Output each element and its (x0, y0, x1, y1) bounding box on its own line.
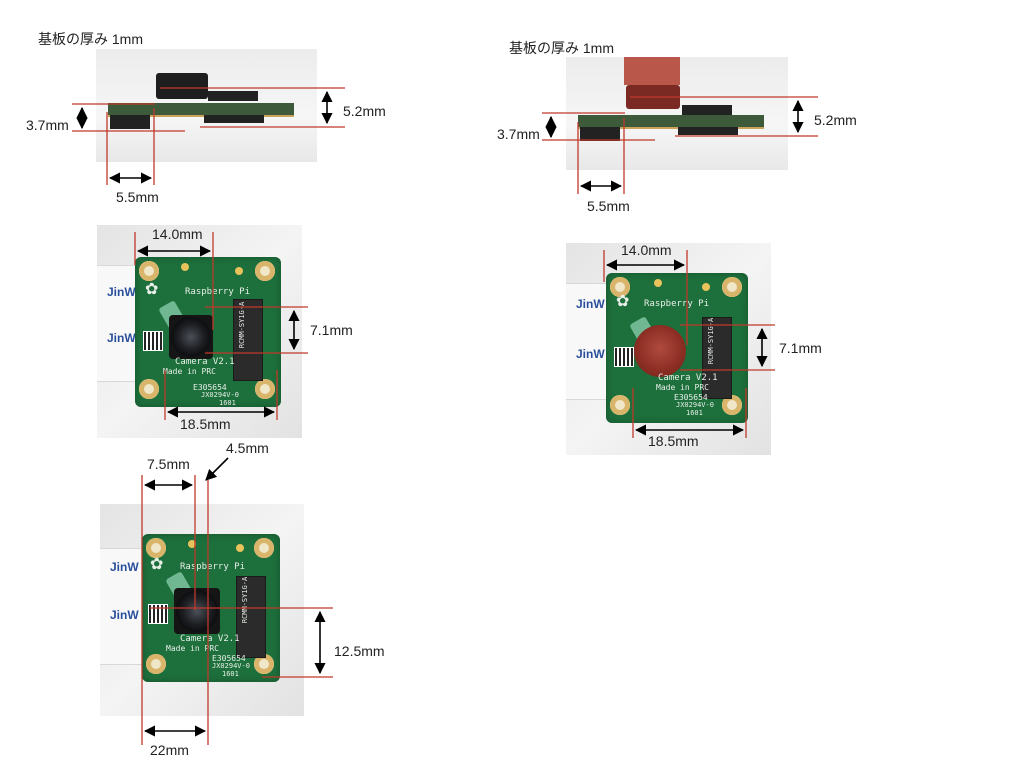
top-left-arrows (136, 245, 300, 418)
top-right-mount-hole-bl (610, 395, 630, 415)
bottom-brand-text: Raspberry Pi (180, 562, 246, 572)
top-right-code2-text: JX0294V-0 (676, 401, 714, 409)
top-left-code1-text: E305654 (193, 383, 227, 392)
bottom-ribbon-connector (236, 576, 266, 658)
bottom-led (188, 540, 196, 548)
top-left-mount-hole-tr (255, 261, 275, 281)
bottom-left-label: 7.5mm (147, 456, 190, 472)
bottom-mount-hole-bl (146, 654, 166, 674)
top-right-arrows (605, 259, 768, 436)
top-right-model-text: Camera V2.1 (658, 373, 718, 383)
bottom-vertical-label: 12.5mm (334, 643, 385, 659)
top-right-mount-hole-tr (722, 277, 742, 297)
bottom-mount-hole-br (254, 654, 274, 674)
top-right-width-label: 14.0mm (621, 242, 672, 258)
top-left-mount-hole-bl (139, 379, 159, 399)
top-left-origin-text: Made in PRC (163, 367, 216, 376)
bottom-lens (176, 590, 218, 632)
side-left-lens (156, 73, 208, 99)
side-right-dimensions (542, 96, 818, 194)
side-left-dimensions (72, 87, 345, 185)
top-left-brand-text: Raspberry Pi (185, 287, 251, 297)
bottom-center-pointer-arrow (205, 457, 229, 481)
side-left-photo (96, 49, 317, 162)
raspberry-pi-logo-icon: ✿ (145, 281, 159, 298)
bottom-qr-code (148, 604, 168, 624)
bottom-led-2 (236, 544, 244, 552)
top-left-led (181, 263, 189, 271)
side-right-connector (580, 127, 620, 141)
top-right-brand-text: Raspberry Pi (644, 299, 710, 309)
top-left-lens-label: 7.1mm (310, 322, 353, 338)
bottom-mount-hole-tl (146, 538, 166, 558)
side-right-underside (678, 127, 738, 135)
side-left-underside (204, 115, 264, 123)
side-right-lens-cap (624, 57, 680, 85)
top-right-code3-text: 1601 (686, 409, 703, 417)
side-left-thickness-label: 基板の厚み 1mm (38, 31, 143, 47)
bottom-code2-text: JX0294V-0 (212, 662, 250, 670)
top-left-mount-hole-tl (139, 261, 159, 281)
side-right-offset-label: 5.5mm (587, 198, 630, 214)
top-right-board: ✿ Raspberry Pi RCMM-SY1G-A Camera V2.1 M… (606, 273, 748, 423)
bottom-photo: JinW JinW ✿ Raspberry Pi RCMM-SY1G-A Cam… (100, 504, 304, 716)
top-left-ribbon-text-2: JinW (107, 331, 136, 345)
top-left-bottom-label: 18.5mm (180, 416, 231, 432)
bottom-origin-text: Made in PRC (166, 644, 219, 653)
top-right-mount-hole-br (722, 395, 742, 415)
side-right-component (682, 105, 732, 115)
raspberry-pi-logo-icon: ✿ (150, 556, 164, 573)
side-right-photo (566, 57, 788, 170)
top-right-qr-code (614, 347, 634, 367)
bottom-mount-hole-tr (254, 538, 274, 558)
side-left-lower-label: 3.7mm (26, 117, 69, 133)
top-right-bottom-label: 18.5mm (648, 433, 699, 449)
bottom-ribbon-text-2: JinW (110, 608, 139, 622)
top-right-photo: JinW JinW ✿ Raspberry Pi RCMM-SY1G-A Cam… (566, 243, 771, 455)
top-left-code3-text: 1601 (219, 399, 236, 407)
top-left-mount-hole-br (255, 379, 275, 399)
top-right-code1-text: E305654 (674, 393, 708, 402)
bottom-model-text: Camera V2.1 (180, 634, 240, 644)
top-left-led-2 (235, 267, 243, 275)
top-right-lens-label: 7.1mm (779, 340, 822, 356)
bottom-center-label: 4.5mm (226, 440, 269, 456)
top-left-photo: JinW JinW ✿ Raspberry Pi RCMM-SY1G-A Cam… (97, 225, 302, 438)
top-right-origin-text: Made in PRC (656, 383, 709, 392)
side-left-arrows (76, 90, 333, 184)
top-left-dimensions (134, 232, 308, 420)
top-left-model-text: Camera V2.1 (175, 357, 235, 367)
top-right-ribbon-connector (702, 317, 732, 399)
top-right-led-2 (702, 283, 710, 291)
side-right-lower-label: 3.7mm (497, 126, 540, 142)
bottom-code3-text: 1601 (222, 670, 239, 678)
top-right-mount-hole-tl (610, 277, 630, 297)
top-left-qr-code (143, 331, 163, 351)
top-left-code2-text: JX0294V-0 (201, 391, 239, 399)
bottom-arrows (143, 457, 326, 737)
top-left-ribbon-text-1: JinW (107, 285, 136, 299)
side-left-component (208, 91, 258, 101)
bottom-ribbon-text-1: JinW (110, 560, 139, 574)
raspberry-pi-logo-icon: ✿ (616, 293, 630, 310)
top-right-dimensions (603, 250, 775, 438)
top-right-ribbon-text-2: JinW (576, 347, 605, 361)
bottom-width-label: 22mm (150, 742, 189, 758)
top-left-width-label: 14.0mm (152, 226, 203, 242)
side-left-offset-label: 5.5mm (116, 189, 159, 205)
side-right-height-label: 5.2mm (814, 112, 857, 128)
top-right-ribbon-text-1: JinW (576, 297, 605, 311)
side-right-thickness-label: 基板の厚み 1mm (509, 40, 614, 56)
side-right-arrows (545, 99, 804, 192)
top-left-board: ✿ Raspberry Pi RCMM-SY1G-A Camera V2.1 M… (135, 257, 281, 407)
bottom-dimensions (141, 475, 333, 745)
side-left-height-label: 5.2mm (343, 103, 386, 119)
bottom-code1-text: E305654 (212, 654, 246, 663)
top-left-lens (171, 317, 211, 357)
top-right-lens-cap (634, 325, 686, 377)
top-right-led (654, 279, 662, 287)
top-left-ribbon-connector (233, 299, 263, 381)
side-left-connector (110, 115, 150, 129)
